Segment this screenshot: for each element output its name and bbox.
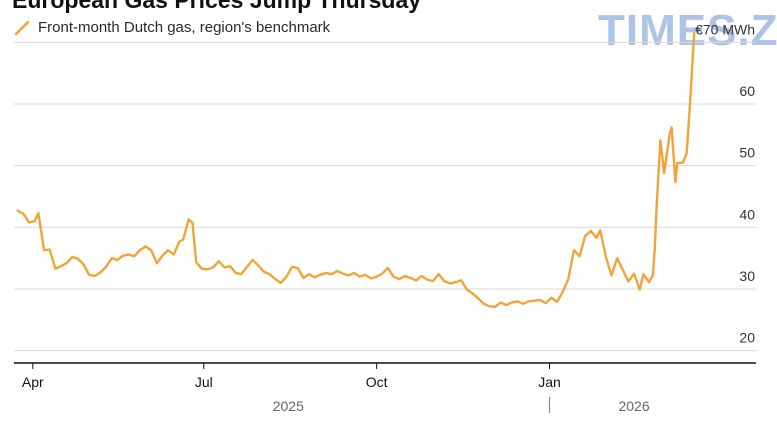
y-tick-label: 60 bbox=[739, 83, 755, 99]
x-tick-label: Oct bbox=[366, 374, 388, 390]
x-tick-label: Jul bbox=[195, 374, 213, 390]
y-tick-label: 50 bbox=[739, 145, 755, 161]
x-tick-label: Jan bbox=[538, 374, 561, 390]
y-tick-label: 20 bbox=[739, 330, 755, 346]
y-tick-label: €70 MWh bbox=[695, 21, 755, 37]
chart-title: European Gas Prices Jump Thursday bbox=[12, 0, 422, 13]
legend-line-icon bbox=[14, 20, 30, 35]
y-tick-label: 30 bbox=[739, 268, 755, 284]
year-label: 2025 bbox=[273, 398, 304, 414]
legend-label: Front-month Dutch gas, region's benchmar… bbox=[38, 19, 331, 36]
series-line bbox=[16, 31, 696, 309]
y-tick-label: 40 bbox=[739, 206, 755, 222]
year-label: 2026 bbox=[618, 398, 649, 414]
x-tick-label: Apr bbox=[22, 374, 44, 390]
watermark-logo: TIMES.ZT bbox=[598, 6, 777, 55]
legend: Front-month Dutch gas, region's benchmar… bbox=[14, 19, 330, 36]
